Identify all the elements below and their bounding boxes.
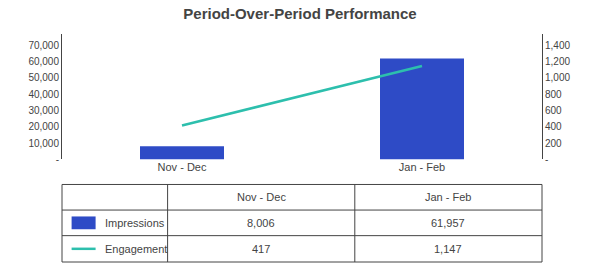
svg-text:61,957: 61,957	[431, 217, 465, 229]
svg-text:70,000: 70,000	[28, 40, 59, 51]
svg-text:Jan - Feb: Jan - Feb	[399, 161, 445, 173]
svg-text:20,000: 20,000	[28, 121, 59, 132]
svg-text:1,147: 1,147	[434, 243, 462, 255]
svg-text:Impressions: Impressions	[105, 217, 165, 229]
svg-text:-: -	[56, 154, 59, 165]
svg-text:Period-Over-Period Performance: Period-Over-Period Performance	[183, 5, 416, 22]
svg-text:Nov - Dec: Nov - Dec	[158, 161, 207, 173]
svg-text:30,000: 30,000	[28, 105, 59, 116]
svg-text:1,200: 1,200	[545, 56, 570, 67]
svg-text:Jan - Feb: Jan - Feb	[425, 191, 471, 203]
svg-text:8,006: 8,006	[247, 217, 275, 229]
svg-text:60,000: 60,000	[28, 56, 59, 67]
svg-text:Nov - Dec: Nov - Dec	[237, 191, 286, 203]
svg-text:10,000: 10,000	[28, 138, 59, 149]
svg-text:800: 800	[545, 89, 562, 100]
svg-text:417: 417	[252, 243, 270, 255]
svg-text:400: 400	[545, 121, 562, 132]
svg-text:1,000: 1,000	[545, 72, 570, 83]
svg-text:600: 600	[545, 105, 562, 116]
svg-text:-: -	[545, 154, 548, 165]
svg-text:40,000: 40,000	[28, 89, 59, 100]
svg-text:Engagement: Engagement	[105, 243, 167, 255]
svg-text:50,000: 50,000	[28, 72, 59, 83]
svg-text:1,400: 1,400	[545, 40, 570, 51]
svg-text:200: 200	[545, 138, 562, 149]
